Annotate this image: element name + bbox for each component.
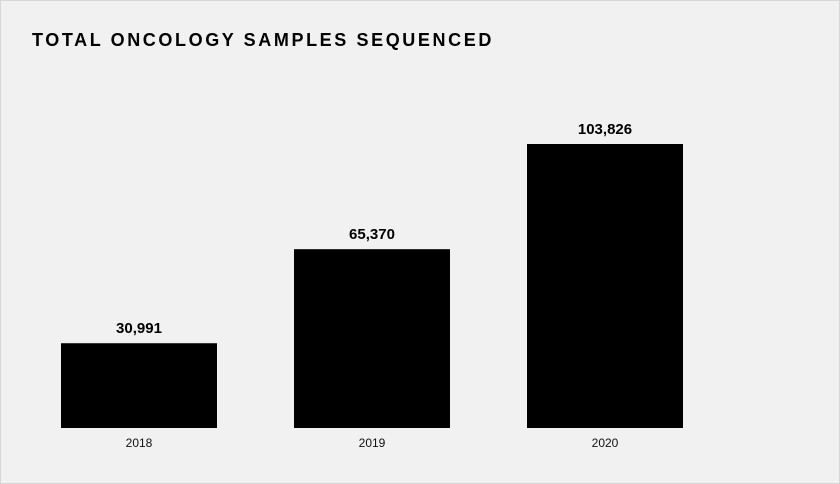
- value-label-2018: 30,991: [116, 320, 162, 337]
- bar-2020: [527, 144, 683, 428]
- x-tick-label-2019: 2019: [359, 436, 386, 450]
- x-tick-label-2020: 2020: [592, 436, 619, 450]
- chart-title: TOTAL ONCOLOGY SAMPLES SEQUENCED: [32, 30, 494, 50]
- bar-2019: [294, 249, 450, 428]
- value-label-2020: 103,826: [578, 121, 632, 138]
- bar-2018: [61, 343, 217, 428]
- value-label-2019: 65,370: [349, 226, 395, 243]
- x-tick-label-2018: 2018: [126, 436, 153, 450]
